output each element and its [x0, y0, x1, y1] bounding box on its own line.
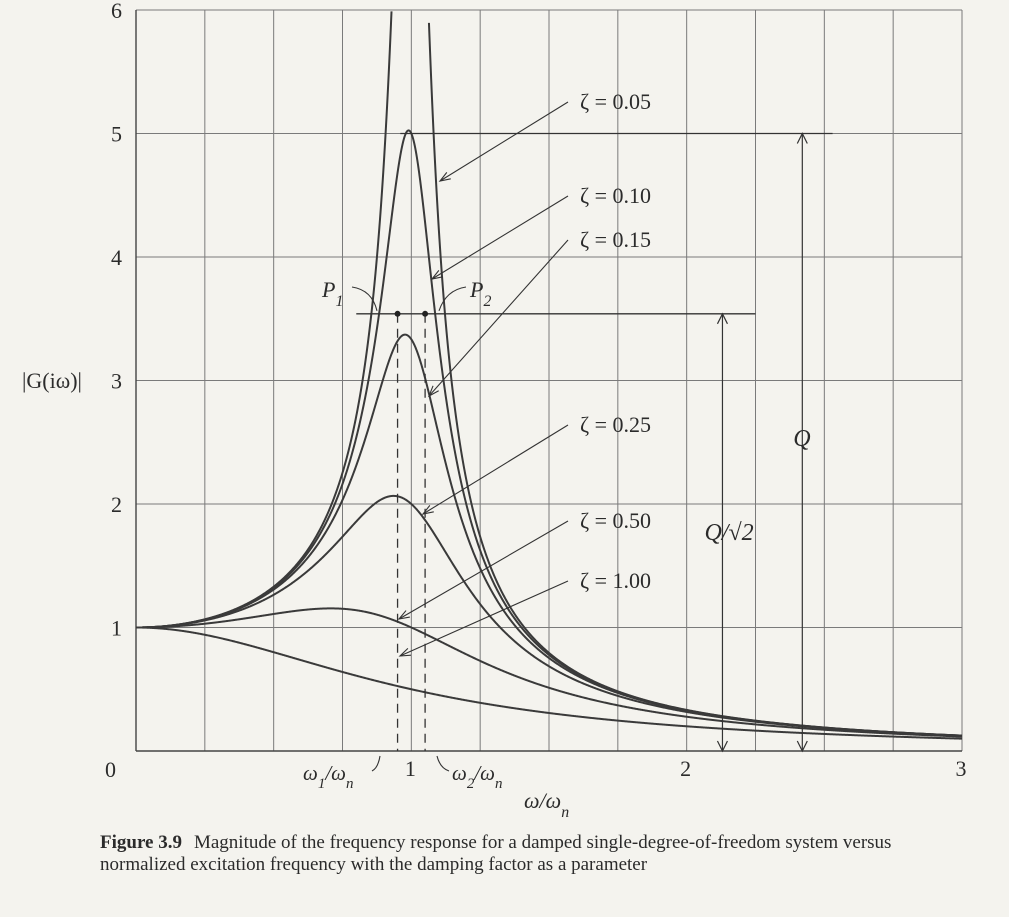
caption-text: Magnitude of the frequency response for … — [100, 832, 892, 875]
omega2-leader — [436, 755, 450, 772]
response-curve — [136, 607, 963, 738]
annotations: Q Q/√2 ζ = 0.05 ζ = 0.10 ζ = 0.15 ζ = 0.25 ζ =… — [303, 89, 833, 792]
omega1-ratio-label: ω1/ωn — [303, 761, 354, 792]
x-axis-label: ω/ωn — [524, 788, 569, 821]
series-label: ζ = 0.15 — [580, 227, 651, 252]
q-label: Q — [793, 426, 810, 452]
response-curve — [136, 626, 963, 740]
series-leader-arrow-head — [430, 270, 443, 280]
series-label: ζ = 0.05 — [580, 89, 651, 114]
half-power-point — [394, 310, 401, 317]
series-leader-arrow — [428, 239, 569, 397]
x-tick-label: 2 — [680, 756, 691, 781]
series-label: ζ = 0.25 — [580, 412, 651, 437]
q-sqrt2-dimension-arrow-head-bottom — [716, 740, 728, 753]
frequency-response-chart: 0 1 2 3 4 5 6 1 2 3 ω/ωn |G(iω)| Q Q/√2 ζ = 0.05 ζ = 0… — [22, 0, 967, 821]
p1-leader — [351, 286, 378, 311]
series-label: ζ = 0.10 — [580, 183, 651, 208]
series-leader-arrow — [422, 424, 569, 515]
p1-label: P1 — [321, 277, 343, 310]
q-sqrt2-dimension-arrow-head-top — [716, 312, 728, 325]
figure-caption: Figure 3.9 Magnitude of the frequency res… — [100, 832, 900, 876]
series-leader-arrow-head — [438, 172, 451, 182]
y-tick-label: 1 — [111, 616, 122, 641]
half-power-point — [422, 310, 429, 317]
caption-label: Figure 3.9 — [100, 832, 182, 853]
series-label: ζ = 1.00 — [580, 568, 651, 593]
series-leader-arrow-head — [427, 385, 439, 398]
series-leader-arrow-head — [398, 647, 412, 657]
x-tick-label: 1 — [405, 756, 416, 781]
y-axis-label: |G(iω)| — [22, 368, 82, 393]
series-leader-arrow — [399, 580, 569, 657]
p2-leader — [438, 286, 467, 311]
y-tick-label: 0 — [105, 757, 116, 782]
y-tick-label: 6 — [111, 0, 122, 23]
series-leader-arrow — [439, 101, 569, 182]
q-dimension-arrow-head-bottom — [796, 740, 808, 753]
series-leader-arrow — [398, 520, 569, 620]
q-sqrt2-label: Q/√2 — [704, 520, 753, 546]
x-tick-label: 3 — [956, 756, 967, 781]
q-dimension-arrow-head-top — [796, 132, 808, 144]
y-tick-label: 3 — [111, 369, 122, 394]
series-leader-arrow-head — [397, 610, 410, 620]
y-tick-label: 5 — [111, 122, 122, 147]
omega2-ratio-label: ω2/ωn — [452, 761, 503, 792]
y-tick-label: 4 — [111, 245, 122, 270]
series-label: ζ = 0.50 — [580, 508, 651, 533]
p2-label: P2 — [469, 277, 491, 310]
response-curves — [136, 11, 963, 740]
y-tick-label: 2 — [111, 492, 122, 517]
tick-labels: 0 1 2 3 4 5 6 1 2 3 ω/ωn |G(iω)| — [22, 0, 967, 821]
omega1-leader — [371, 755, 381, 772]
series-leader-arrow — [431, 195, 569, 280]
response-curve — [136, 494, 963, 737]
chart-grid — [135, 9, 963, 752]
series-leader-arrow-head — [421, 505, 434, 515]
